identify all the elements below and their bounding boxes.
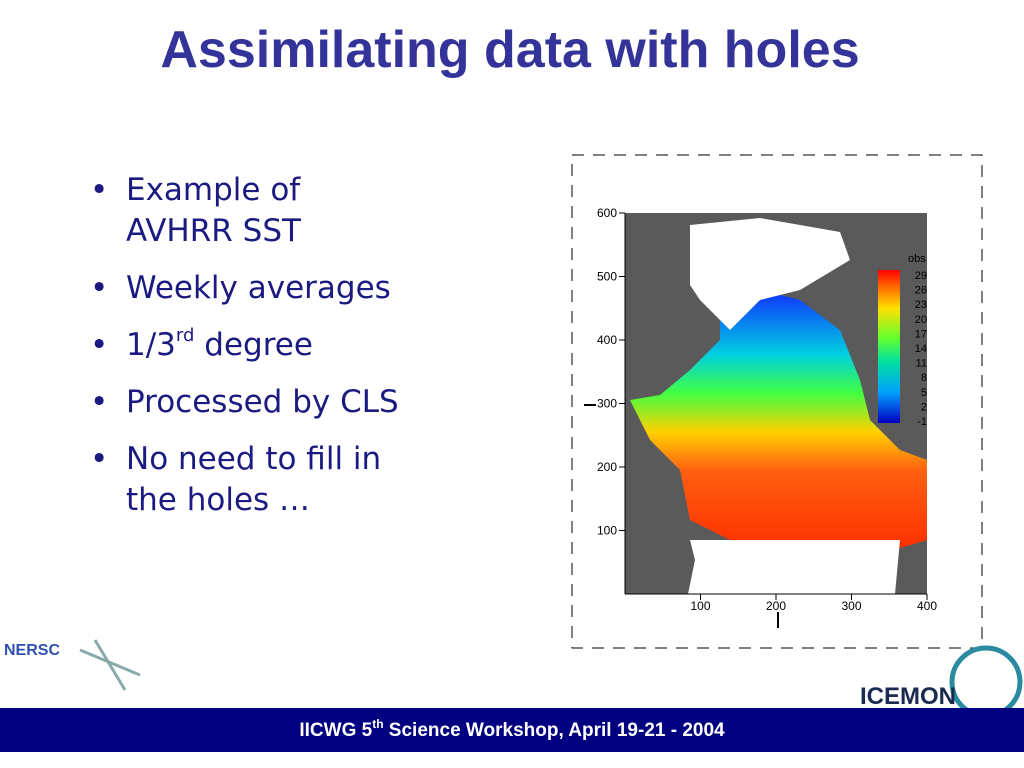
logo-icemon: ICEMON (860, 683, 956, 708)
colorbar-label: 5 (921, 387, 927, 399)
colorbar-label: 2 (921, 401, 927, 413)
figure-frame (571, 154, 983, 649)
bullet-list: Example of AVHRR SST Weekly averages 1/3… (88, 170, 399, 537)
colorbar-label: 17 (915, 328, 927, 340)
logo-nersc: NERSC (4, 642, 60, 659)
footer: IICWG 5th Science Workshop, April 19-21 … (0, 708, 1024, 752)
land-mask (688, 540, 900, 594)
colorbar-label: 8 (921, 372, 927, 384)
y-tick-label: 600 (597, 206, 617, 220)
logo-circle (949, 645, 1023, 708)
bullet: Processed by CLS (88, 382, 399, 423)
colorbar-label: 29 (915, 270, 927, 282)
colorbar-label: -1 (917, 416, 927, 428)
bullet: Weekly averages (88, 268, 399, 309)
y-tick-label: 100 (597, 524, 617, 538)
bullet: 1/3rd degree (88, 325, 399, 366)
colorbar-label: 11 (916, 358, 927, 370)
x-tick-label: 300 (841, 599, 861, 613)
bullet-text: degree (194, 327, 313, 363)
slide-title: Assimilating data with holes (160, 21, 860, 79)
bullet-text: 1/3 (126, 327, 176, 363)
bullet: No need to fill in the holes … (88, 439, 399, 521)
y-tick-label: 200 (597, 460, 617, 474)
ocean-sst (630, 290, 927, 548)
x-tick-label: 400 (917, 599, 937, 613)
colorbar-label: 23 (915, 299, 927, 311)
colorbar-label: 14 (915, 343, 927, 355)
x-tick-label: 100 (690, 599, 710, 613)
footer-text: IICWG 5 (299, 720, 373, 741)
footer-text: Science Workshop, April 19-21 - 2004 (383, 720, 725, 741)
colorbar-label: 26 (915, 285, 927, 297)
colorbar-title: obs (908, 253, 926, 265)
y-tick-label: 400 (597, 333, 617, 347)
logo-satellite (79, 639, 141, 691)
land-mask (690, 218, 850, 330)
x-tick-label: 200 (766, 599, 786, 613)
colorbar (878, 270, 900, 423)
superscript: rd (175, 325, 195, 346)
y-tick-label: 500 (597, 270, 617, 284)
superscript: th (372, 717, 384, 731)
figure: obs NERSC ICEMON 600 500 400 300 200 100 100 20… (4, 154, 1023, 708)
y-tick-label: 300 (597, 397, 617, 411)
colorbar-label: 20 (915, 314, 927, 326)
bullet: Example of AVHRR SST (88, 170, 399, 252)
